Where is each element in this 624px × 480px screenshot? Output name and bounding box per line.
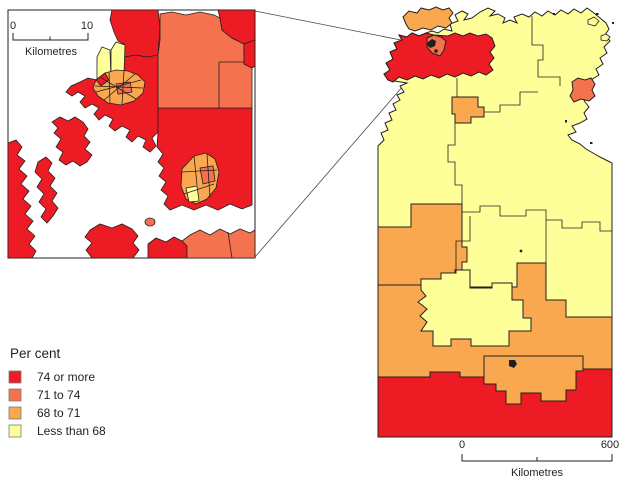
main-scale-bar: 0 600 Kilometres (459, 439, 619, 479)
darwin-city-cluster (427, 39, 438, 53)
main-scale-line (461, 454, 613, 462)
main-region-68-to-71 (451, 96, 485, 124)
legend-swatch-74-or-more (8, 370, 22, 384)
main-scale-start: 0 (459, 439, 465, 451)
map-specks (509, 13, 614, 368)
inset-boundary (227, 231, 233, 258)
inset-scale-bar: 0 10 Kilometres (10, 20, 93, 58)
legend-label-less-than-68: Less than 68 (37, 424, 106, 438)
inset-region-71-to-74 (181, 228, 255, 258)
legend-label-68-to-71: 68 to 71 (37, 406, 81, 420)
main-region-less-than-68 (417, 269, 532, 347)
inset-region-71-to-74 (199, 165, 216, 185)
main-region-68-to-71 (483, 355, 584, 405)
inset-region-74-or-more (34, 156, 59, 224)
legend-label-74-or-more: 74 or more (37, 370, 95, 384)
inset-map: 0 10 Kilometres (7, 9, 256, 259)
inset-scale-line (12, 33, 89, 41)
inset-region-71-to-74 (115, 81, 133, 95)
island (587, 16, 600, 27)
inset-region-74-or-more (217, 10, 255, 45)
main-scale-end: 600 (601, 439, 619, 451)
inset-region-less-than-68 (110, 41, 126, 76)
inset-region-74-or-more (243, 39, 255, 69)
inset-scale-start: 0 (10, 20, 16, 32)
town-dot (519, 249, 523, 253)
legend-swatch-71-to-74 (8, 388, 22, 402)
legend-title: Per cent (10, 346, 61, 361)
inset-region-74-or-more (51, 116, 93, 167)
alice-springs-marker (509, 360, 517, 368)
inset-subdivision-lines (94, 69, 144, 106)
main-region-71-to-74 (569, 77, 596, 103)
legend-swatch-68-to-71 (8, 406, 22, 420)
inset-region-74-or-more (8, 139, 37, 258)
legend: Per cent 74 or more 71 to 74 68 to 71 Le… (8, 346, 106, 438)
inset-subdivision-lines (181, 153, 218, 198)
island (600, 33, 611, 42)
inset-scale-unit: Kilometres (25, 46, 77, 58)
main-map (377, 6, 614, 438)
internal-boundaries (447, 16, 612, 270)
main-region-74-or-more (383, 32, 496, 83)
inset-region-74-or-more (84, 223, 140, 258)
inset-region-71-to-74 (144, 217, 156, 227)
inset-land (8, 10, 255, 258)
legend-swatch-less-than-68 (8, 424, 22, 438)
legend-label-71-to-74: 71 to 74 (37, 388, 81, 402)
main-scale-unit: Kilometres (511, 467, 563, 479)
inset-scale-end: 10 (81, 20, 93, 32)
main-region-68-to-71 (402, 6, 454, 32)
